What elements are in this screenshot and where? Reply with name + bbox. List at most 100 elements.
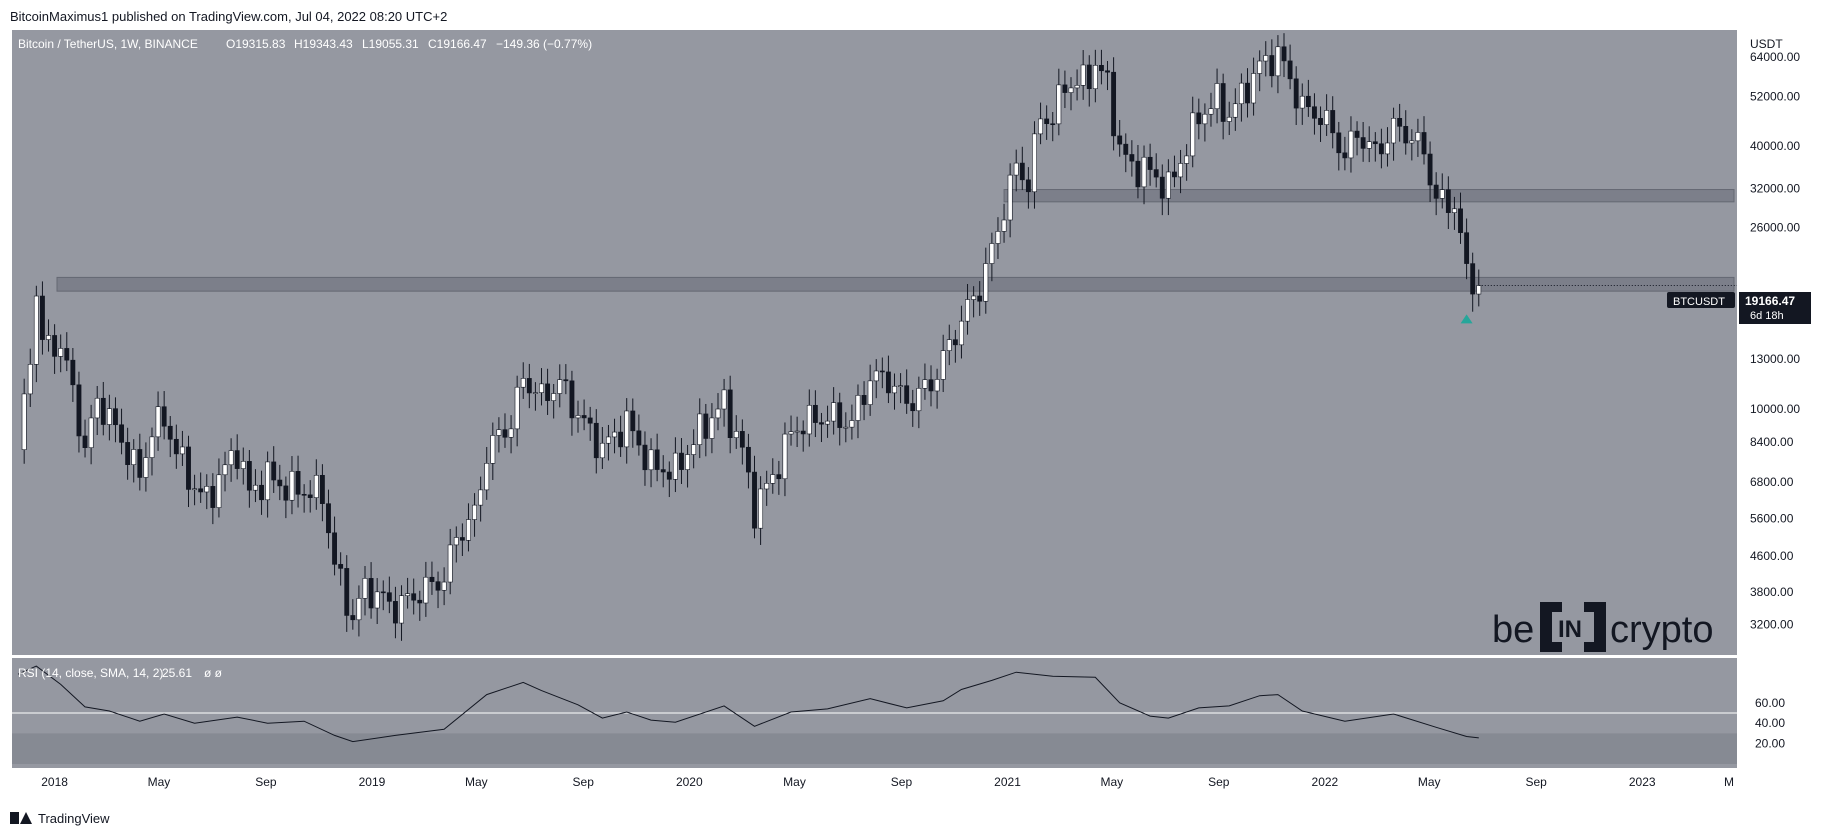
- candle-body: [520, 378, 526, 388]
- candle: [977, 281, 983, 316]
- candle-body: [654, 449, 660, 470]
- candle: [575, 400, 581, 433]
- candle: [356, 585, 362, 637]
- candle-body: [1330, 110, 1336, 134]
- candle-body: [82, 435, 88, 448]
- candle: [1421, 116, 1427, 165]
- candle: [478, 476, 484, 522]
- candle: [1086, 55, 1092, 107]
- candle: [246, 449, 252, 508]
- candle: [666, 461, 672, 498]
- chart-frame[interactable]: 64000.00 52000.00 40000.00 32000.00 26000.00…: [12, 30, 1811, 798]
- candle-body: [1105, 70, 1110, 73]
- candle-body: [307, 494, 313, 498]
- candle: [1451, 196, 1457, 230]
- candle: [776, 460, 782, 495]
- candle: [532, 382, 538, 411]
- y-tick-label: 32000.00: [1750, 181, 1800, 195]
- candle: [1281, 33, 1287, 78]
- candle-body: [1238, 82, 1244, 105]
- candle-body: [210, 486, 216, 508]
- candle-body: [326, 503, 331, 534]
- candle-body: [770, 474, 776, 484]
- candle: [873, 359, 879, 399]
- candle: [259, 470, 264, 515]
- candle: [1470, 252, 1476, 312]
- candle: [934, 368, 940, 409]
- candle: [405, 577, 411, 609]
- candle: [733, 415, 739, 449]
- candle: [411, 578, 417, 615]
- candle: [338, 552, 344, 586]
- candle: [1336, 121, 1342, 171]
- btc-weekly-chart[interactable]: 64000.00 52000.00 40000.00 32000.00 26000.00…: [12, 30, 1811, 798]
- candle: [1141, 145, 1147, 205]
- candle: [709, 403, 715, 454]
- candle: [557, 364, 563, 408]
- candle: [1409, 129, 1415, 161]
- candle-body: [1312, 106, 1317, 119]
- candle-body: [380, 591, 386, 594]
- candle-body: [1202, 113, 1208, 125]
- candle-body: [216, 474, 222, 508]
- candle-body: [1050, 123, 1056, 126]
- candle: [569, 370, 575, 436]
- candle-body: [472, 504, 477, 520]
- candle: [660, 455, 666, 488]
- candle: [1299, 83, 1305, 125]
- candle-body: [636, 430, 642, 446]
- candle: [837, 392, 843, 446]
- candle-body: [100, 397, 106, 425]
- y-tick-label: 13000.00: [1750, 352, 1800, 366]
- candle-body: [1056, 84, 1062, 125]
- candle: [940, 334, 946, 393]
- candle-body: [1451, 208, 1457, 213]
- candle: [1318, 106, 1323, 142]
- candle-body: [1196, 112, 1202, 125]
- candle-body: [106, 408, 112, 425]
- candle-body: [1178, 163, 1183, 178]
- candle-body: [1476, 285, 1482, 295]
- candle: [593, 409, 599, 474]
- candle: [1044, 105, 1050, 140]
- candle-body: [222, 464, 228, 476]
- candle-body: [1318, 118, 1323, 125]
- candle: [508, 415, 514, 454]
- candle: [76, 371, 82, 453]
- candle-body: [1117, 135, 1123, 145]
- candle-body: [514, 386, 520, 430]
- x-tick-label: Sep: [891, 775, 913, 789]
- candle-body: [715, 408, 721, 419]
- candle-body: [490, 435, 496, 464]
- candle: [1196, 98, 1202, 140]
- candle: [819, 412, 824, 443]
- support-zone: [1003, 189, 1735, 203]
- candle: [447, 528, 453, 595]
- candle-body: [1245, 82, 1250, 104]
- footer-brand: TradingView: [38, 810, 110, 826]
- candle-body: [277, 479, 283, 487]
- candle: [959, 305, 964, 359]
- ohlc-close: C19166.47: [428, 37, 487, 51]
- candle-body: [727, 389, 733, 438]
- candle-body: [697, 413, 703, 445]
- candle-body: [551, 393, 557, 401]
- candle: [545, 368, 551, 415]
- candle: [192, 474, 198, 506]
- candle: [173, 424, 179, 469]
- candle: [867, 364, 873, 416]
- candle-body: [429, 576, 435, 582]
- candle: [94, 385, 100, 436]
- candle: [1172, 155, 1177, 188]
- x-tick-label: M: [1724, 775, 1734, 789]
- candle-body: [1147, 156, 1153, 170]
- candle-body: [624, 410, 630, 448]
- candle-body: [399, 595, 404, 624]
- candle-body: [362, 578, 368, 599]
- candle: [642, 431, 648, 486]
- candle: [441, 567, 447, 606]
- candle-body: [1153, 169, 1159, 178]
- candle: [539, 368, 544, 406]
- candle-body: [1470, 263, 1476, 295]
- candle-body: [526, 378, 532, 394]
